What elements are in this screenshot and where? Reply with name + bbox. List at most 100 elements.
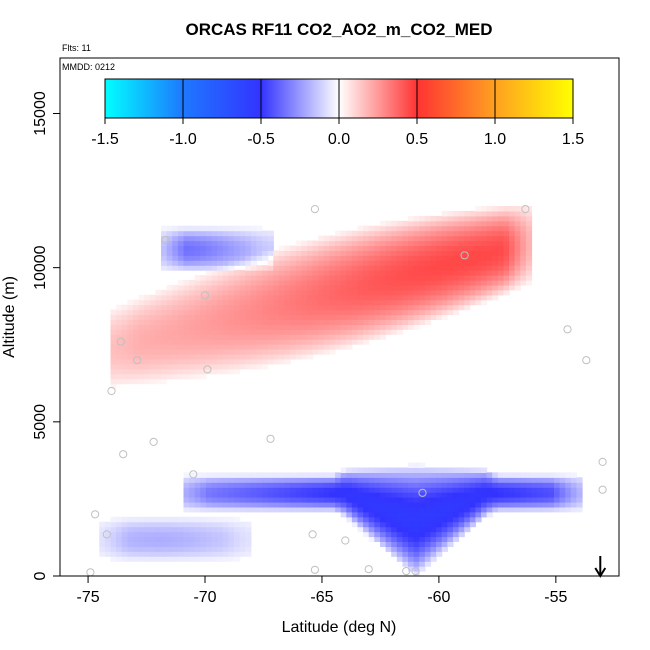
field-cell: [413, 304, 420, 311]
field-cell: [419, 240, 426, 246]
field-cell: [211, 551, 218, 557]
field-cell: [205, 314, 213, 320]
field-cell: [222, 492, 229, 498]
colorbar-tick-label: -0.5: [247, 131, 275, 148]
field-cell: [430, 255, 437, 261]
field-cell: [166, 516, 173, 523]
field-cell: [458, 230, 465, 237]
field-cell: [520, 215, 527, 222]
field-cell: [222, 531, 229, 538]
field-cell: [503, 206, 510, 212]
field-cell: [335, 314, 342, 320]
field-cell: [520, 220, 527, 227]
field-cell: [357, 339, 364, 345]
field-cell: [548, 472, 555, 478]
field-cell: [441, 477, 448, 483]
field-cell: [380, 334, 387, 340]
field-cell: [408, 225, 415, 232]
field-cell: [374, 304, 381, 311]
field-cell: [149, 358, 156, 365]
field-cell: [458, 521, 465, 528]
field-cell: [211, 245, 218, 251]
field-cell: [278, 275, 286, 281]
field-cell: [424, 299, 432, 306]
field-cell: [368, 250, 375, 256]
field-cell: [351, 314, 359, 320]
field-cell: [217, 240, 224, 246]
field-cell: [189, 284, 196, 291]
field-cell: [155, 329, 162, 335]
field-cell: [368, 472, 375, 478]
field-cell: [475, 270, 482, 276]
field-cell: [374, 230, 381, 237]
field-cell: [205, 541, 213, 547]
field-cell: [295, 319, 302, 325]
field-cell: [234, 255, 241, 261]
field-cell: [307, 275, 314, 281]
field-cell: [374, 329, 381, 335]
field-cell: [419, 289, 426, 296]
field-cell: [419, 299, 426, 306]
field-cell: [436, 250, 443, 256]
field-cell: [205, 492, 213, 498]
field-cell: [430, 260, 437, 266]
field-cell: [447, 526, 454, 533]
field-cell: [481, 215, 488, 222]
field-cell: [222, 250, 229, 256]
field-cell: [189, 368, 196, 375]
field-cell: [177, 284, 185, 291]
field-cell: [408, 502, 415, 508]
field-cell: [368, 531, 375, 538]
field-cell: [222, 497, 229, 503]
field-cell: [166, 339, 173, 345]
field-cell: [340, 511, 347, 518]
field-cell: [177, 358, 185, 365]
field-cell: [335, 284, 342, 291]
field-cell: [295, 270, 302, 276]
field-cell: [194, 506, 201, 513]
field-cell: [486, 230, 493, 237]
field-cell: [189, 344, 196, 350]
field-cell: [323, 260, 330, 266]
field-cell: [464, 225, 471, 232]
field-cell: [290, 506, 297, 513]
field-cell: [211, 289, 218, 296]
field-cell: [301, 487, 308, 493]
field-cell: [250, 472, 258, 478]
field-cell: [211, 284, 218, 291]
field-cell: [138, 349, 145, 355]
field-cell: [228, 477, 235, 483]
field-cell: [99, 551, 106, 557]
field-cell: [104, 546, 112, 552]
field-cell: [385, 472, 392, 478]
field-cell: [363, 531, 370, 538]
field-cell: [284, 492, 291, 498]
field-cell: [391, 314, 398, 320]
field-cell: [329, 235, 336, 242]
field-cell: [194, 250, 201, 256]
field-cell: [234, 546, 241, 552]
field-cell: [307, 349, 314, 355]
field-cell: [525, 492, 533, 498]
field-cell: [329, 334, 336, 340]
field-cell: [318, 324, 325, 330]
field-cell: [452, 531, 460, 538]
field-cell: [413, 526, 420, 533]
field-cell: [554, 487, 561, 493]
field-cell: [419, 245, 426, 251]
field-cell: [166, 358, 173, 365]
field-cell: [363, 492, 370, 498]
field-cell: [514, 497, 521, 503]
field-cell: [312, 294, 319, 301]
field-cell: [408, 561, 415, 567]
field-cell: [166, 521, 173, 528]
field-cell: [486, 294, 493, 301]
field-cell: [239, 531, 246, 538]
field-cell: [278, 497, 286, 503]
field-cell: [222, 363, 229, 370]
field-cell: [200, 250, 207, 256]
field-cell: [194, 329, 201, 335]
field-cell: [189, 546, 196, 552]
field-cell: [436, 284, 443, 291]
field-cell: [211, 354, 218, 360]
